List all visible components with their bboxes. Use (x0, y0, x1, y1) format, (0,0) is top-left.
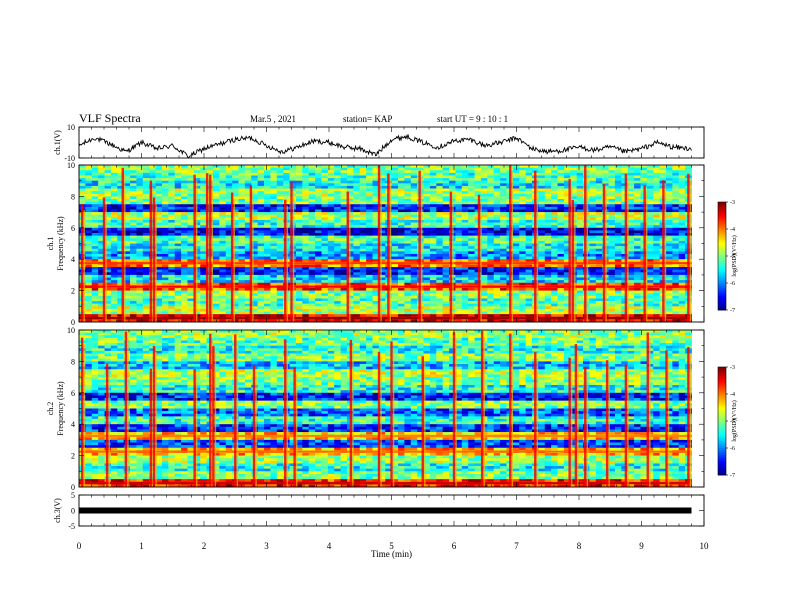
y-tick-label: 2 (71, 287, 75, 296)
colorbar-tick-label: -5 (730, 419, 735, 425)
y-tick-label: 4 (71, 255, 75, 264)
colorbar-tick-label: -6 (730, 281, 735, 287)
x-tick-label: 0 (77, 541, 82, 551)
spectrogram-ch1-bursts (80, 165, 692, 322)
spectrogram-ch1-cells (79, 165, 692, 323)
y-tick-label: 0 (71, 507, 75, 516)
waveform-ch1-trace (78, 134, 692, 159)
x-tick-label: 2 (202, 541, 207, 551)
colorbar-tick-label: -7 (730, 473, 735, 479)
y-tick-label: 8 (71, 192, 75, 201)
y-tick-label: 4 (71, 420, 75, 429)
x-tick-label: 8 (577, 541, 582, 551)
colorbar-tick-label: -4 (730, 392, 735, 398)
y-tick-label: 0 (71, 318, 75, 327)
axis-text-layer: -3 -4 -5 -6 -7 log(PSD)(V²/Hz) -3 -4 -5 -6 -7 log(P… (46, 123, 738, 559)
axes-layer (78, 126, 705, 527)
y-tick-label: 10 (67, 326, 75, 335)
x-tick-label: 5 (389, 541, 394, 551)
colorbar-label: log(PSD)(V²/Hz) (731, 235, 738, 276)
spectrogram-ch2-bursts (80, 330, 692, 487)
y-tick-label: 2 (71, 452, 75, 461)
x-axis-label: Time (min) (371, 549, 412, 559)
colorbar-tick-label: -5 (730, 254, 735, 260)
y-tick-label: 8 (71, 357, 75, 366)
colorbar-tick-label: -3 (730, 365, 735, 371)
spectrogram-ch2-lines (79, 434, 692, 485)
y-tick-label: 10 (67, 161, 75, 170)
x-tick-label: 7 (514, 541, 519, 551)
x-tick-label: 3 (264, 541, 269, 551)
waveform-layer (78, 134, 692, 514)
y-tick-label: 6 (71, 389, 75, 398)
start-time-label: start UT = 9 : 10 : 1 (437, 114, 509, 124)
colorbar-ch2 (717, 366, 728, 476)
y-axis-label: ch.1(V) (53, 130, 62, 155)
spectrogram-layer (79, 165, 728, 488)
y-tick-label: 0 (71, 483, 75, 492)
y-axis-label: ch.1Frequency (kHz) (46, 216, 65, 271)
date-label: Mar.5 , 2021 (250, 114, 296, 124)
y-tick-label: 10 (67, 123, 75, 132)
colorbar-tick-label: -3 (730, 200, 735, 206)
colorbar-label: log(PSD)(V²/Hz) (731, 400, 738, 441)
colorbar-tick-label: -6 (730, 446, 735, 452)
x-tick-label: 4 (327, 541, 332, 551)
y-axis-label: ch.2Frequency (kHz) (46, 381, 65, 436)
spectrogram-ch2-cells (79, 330, 692, 488)
y-tick-label: -10 (64, 154, 75, 163)
x-tick-label: 10 (700, 541, 710, 551)
y-tick-label: 5 (71, 491, 75, 500)
y-tick-label: 6 (71, 224, 75, 233)
colorbar-tick-label: -7 (730, 308, 735, 314)
x-tick-label: 1 (139, 541, 144, 551)
colorbar-tick-label: -4 (730, 227, 735, 233)
x-tick-label: 6 (452, 541, 457, 551)
station-label: station= KAP (343, 114, 393, 124)
waveform-ch3-trace (79, 507, 692, 514)
y-axis-label: ch.3(V) (53, 498, 62, 523)
spectrogram-ch1-lines (79, 262, 692, 320)
x-tick-label: 9 (639, 541, 644, 551)
colorbar-ch1 (717, 201, 728, 311)
chart-title: VLF Spectra (79, 111, 141, 125)
y-tick-label: -5 (68, 522, 75, 531)
